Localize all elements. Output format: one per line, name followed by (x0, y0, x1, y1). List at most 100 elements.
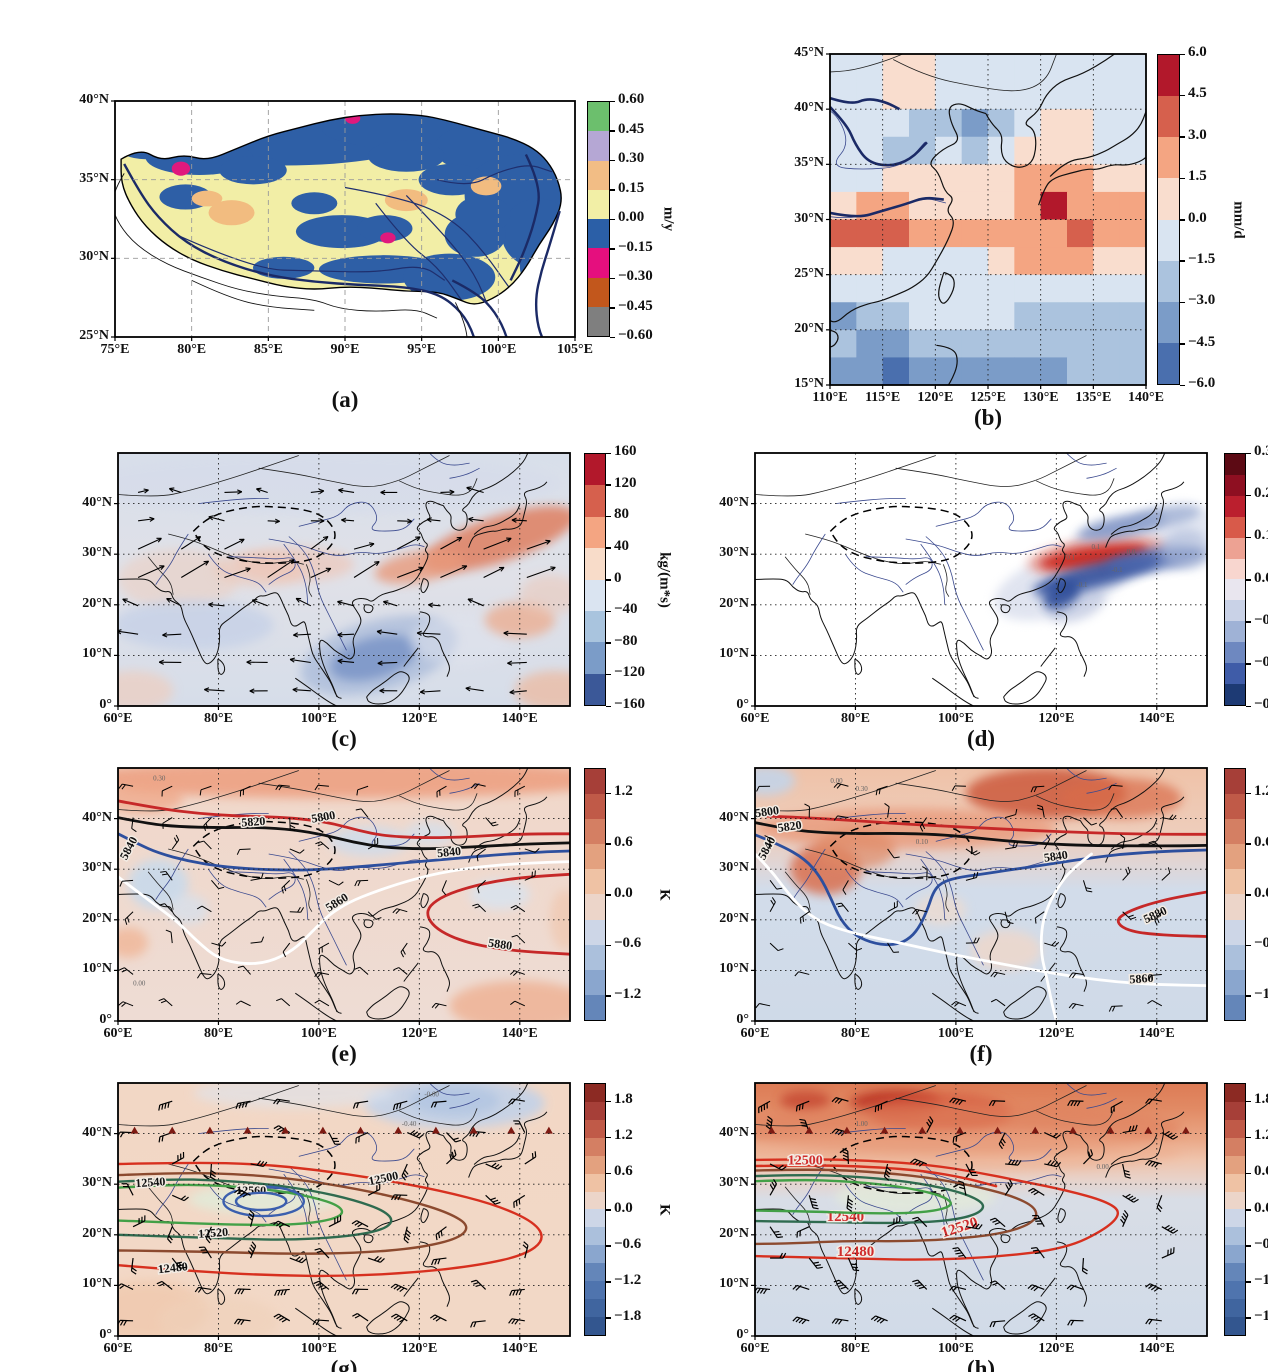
pennant-flag (767, 1126, 776, 1134)
colorbar (584, 453, 606, 706)
colorbar-tick-label: 0.30 (618, 150, 645, 166)
x-tick-label: 140°E (1128, 390, 1164, 405)
colorbar-segment (585, 673, 605, 705)
colorbar (1224, 768, 1246, 1021)
colorbar-tick (606, 995, 611, 997)
colorbar-tick (606, 642, 611, 644)
colorbar-segment (585, 610, 605, 643)
contour-label-5800: 5800 (310, 808, 336, 826)
colorbar-tick (1180, 177, 1185, 180)
colorbar-tick (610, 159, 615, 161)
pennant-flag (805, 1126, 814, 1134)
colorbar-tick (1246, 705, 1251, 707)
x-tick-label: 95°E (407, 342, 437, 357)
panel-h: 12480 12500 12520 12540 1.00 0.00 (h) 60°E 80°… (719, 1082, 1268, 1372)
colorbar-tick-label: −0.60 (618, 327, 653, 343)
colorbar-segment (1225, 663, 1245, 684)
panel-b: (b) 110°E 115°E 120°E 125°E 130°E 135°E 140°E 4… (794, 44, 1246, 430)
colorbar-segment (585, 1227, 605, 1246)
colorbar-segment (1225, 1281, 1245, 1300)
colorbar-tick-label: 1.2 (1254, 1127, 1268, 1144)
colorbar-segment (1225, 894, 1245, 920)
colorbar-segment (1225, 642, 1245, 664)
pennant-flag (507, 1126, 516, 1134)
y-tick-label: 20°N (719, 910, 749, 926)
colorbar-tick-label: 120 (614, 474, 637, 491)
pennant-flag (394, 1126, 403, 1134)
x-tick-label: 115°E (865, 390, 901, 405)
minor-contour-label: 0.10 (916, 838, 929, 846)
colorbar-tick (1246, 792, 1251, 795)
colorbar-tick-label: 0.0 (614, 884, 633, 901)
colorbar (1224, 1083, 1246, 1336)
x-tick-label: 100°E (300, 711, 337, 726)
pennant-flag (955, 1126, 964, 1134)
colorbar-tick (1180, 260, 1185, 262)
colorbar-tick (610, 277, 615, 279)
panel-g: 12480 12500 12520 12540 12560 -0.60 -0.40 (g) … (82, 1082, 673, 1372)
colorbar-tick (606, 1136, 611, 1139)
colorbar-segment (1225, 621, 1245, 643)
panel-caption-d: (d) (966, 726, 996, 751)
colorbar-segment (585, 769, 605, 795)
y-tick-label: 25°N (794, 265, 824, 281)
colorbar-tick-label: 0.00 (618, 209, 645, 225)
x-tick-label: 140°E (1138, 1341, 1175, 1356)
colorbar-tick-label: −40 (614, 601, 638, 618)
colorbar-tick-label: −160 (614, 696, 646, 712)
pennant-flag (1106, 1126, 1115, 1134)
colorbar-tick (1180, 94, 1185, 97)
y-tick-label: 0° (99, 1012, 112, 1027)
contour-label-12500: 12500 (788, 1153, 823, 1168)
colorbar-segment (1158, 55, 1179, 97)
colorbar-tick (606, 1245, 611, 1247)
x-tick-label: 100°E (937, 1341, 974, 1356)
map-svg-a (111, 100, 576, 341)
colorbar-unit-label: mm/d (1230, 200, 1247, 239)
colorbar-tick (1246, 452, 1251, 454)
colorbar-tick (1246, 1136, 1251, 1139)
colorbar-segment (588, 189, 609, 219)
x-tick-label: 60°E (103, 1341, 133, 1356)
colorbar-tick (606, 1317, 611, 1319)
contour-label-5840: 5840 (1043, 848, 1069, 865)
colorbar-tick-label: 0.1 (1254, 527, 1268, 544)
colorbar-tick (1246, 621, 1251, 623)
x-tick-label: 60°E (740, 1341, 770, 1356)
colorbar-segment (1225, 1119, 1245, 1138)
colorbar-segment (585, 485, 605, 517)
colorbar-segment (1225, 683, 1245, 705)
colorbar-unit-label: m/y (660, 206, 677, 232)
x-tick-label: 130°E (1022, 390, 1059, 405)
colorbar-tick (610, 189, 615, 191)
y-tick-label: 20°N (82, 1225, 112, 1241)
panel-caption-g: (g) (330, 1356, 358, 1372)
colorbar-segment (1225, 1263, 1245, 1282)
colorbar-segment (1225, 1299, 1245, 1317)
x-tick-label: 80°E (203, 1341, 233, 1356)
colorbar-tick (606, 1172, 611, 1175)
map-svg-c (114, 452, 571, 710)
y-tick-label: 40°N (719, 494, 749, 510)
colorbar-tick-label: −3.0 (1188, 292, 1216, 309)
colorbar-tick-label: −1.5 (1188, 250, 1216, 267)
colorbar-segment (1225, 600, 1245, 622)
colorbar-segment (585, 1281, 605, 1300)
colorbar-segment (588, 306, 609, 336)
pennant-flag (842, 1126, 851, 1134)
colorbar-segment (585, 819, 605, 845)
x-tick-label: 105°E (557, 342, 593, 357)
colorbar-tick-label: 0.60 (618, 91, 645, 107)
colorbar-segment (585, 794, 605, 820)
colorbar-segment (585, 1084, 605, 1102)
colorbar-unit-label: kg/(m*s) (656, 551, 673, 608)
colorbar-tick (606, 843, 611, 845)
colorbar-segment (585, 1299, 605, 1317)
colorbar-tick (606, 579, 611, 581)
colorbar-segment (585, 1191, 605, 1210)
contour-label-12540: 12540 (135, 1174, 166, 1190)
colorbar-tick-label: −0.2 (1254, 653, 1268, 670)
panel-caption-e: (e) (331, 1041, 357, 1066)
